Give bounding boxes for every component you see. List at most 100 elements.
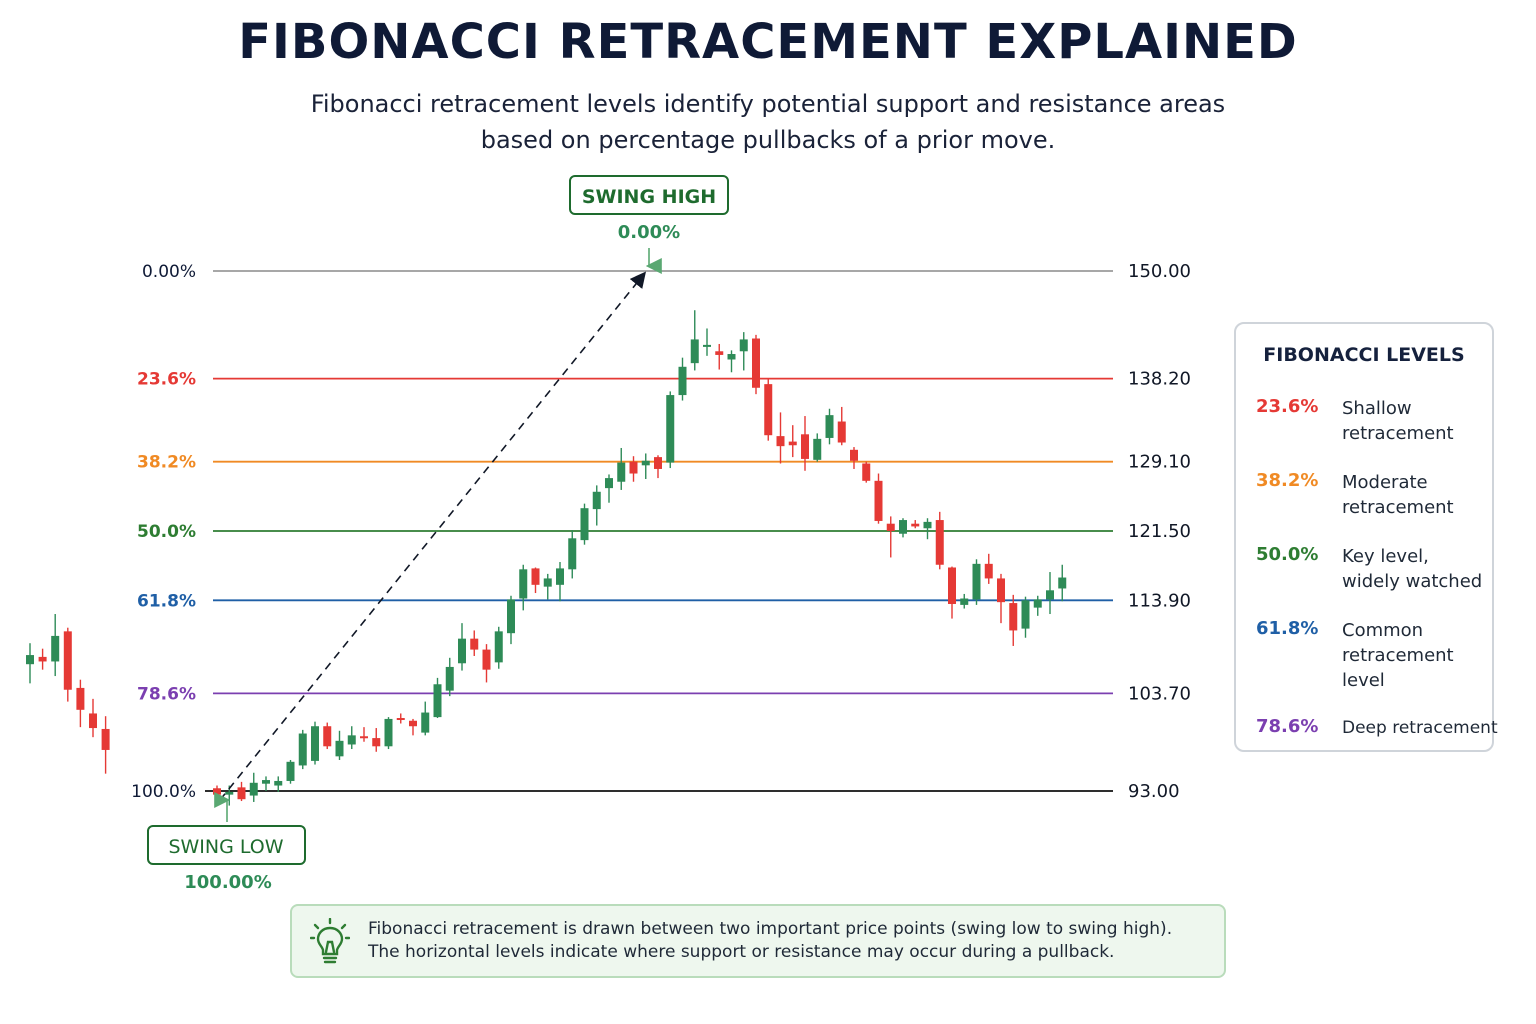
candle [51,614,60,677]
candle [76,679,85,728]
candle [298,729,307,770]
candle-body [470,638,479,650]
candle [323,722,332,750]
candle-body [629,461,638,474]
fib-level-pct-label: 38.2% [137,453,196,473]
candle-body [458,638,466,664]
candle [347,726,356,750]
candle-body [568,538,577,570]
legend-item-pct: 61.8% [1256,618,1319,639]
swing-high-box [569,175,729,215]
candle-body [580,508,589,541]
candle [629,456,638,482]
candle-body [850,449,858,461]
candle-body [249,782,258,796]
candle-body [38,656,47,662]
candle [1058,564,1067,602]
candle-body [739,339,748,352]
candle-body [948,567,956,604]
candle-body [923,521,932,529]
candle [715,343,724,370]
candle [948,566,956,619]
candle [605,474,613,503]
legend-item-desc: Moderate retracement [1342,472,1454,518]
candle-body [396,718,405,721]
candle-body [886,523,895,531]
candle [286,759,295,784]
candle [1021,596,1030,638]
candle-body [63,631,72,690]
candle [38,648,47,670]
legend-item-desc: Shallow retracement [1342,398,1454,444]
candle [690,310,699,371]
candle [825,408,834,445]
candle-body [1046,590,1054,600]
candle [1046,572,1054,615]
candle [654,455,662,479]
candle [801,416,809,471]
candle [274,776,283,792]
candle [458,623,466,671]
candle-body [1009,603,1018,631]
subtitle-line-1: Fibonacci retracement levels identify po… [310,90,1226,118]
candle-body [911,523,920,527]
candle-body [862,463,871,481]
candle [568,530,577,579]
candle [1033,595,1042,616]
candle-body [1033,599,1042,608]
swing-low-box [147,825,306,865]
candle [788,425,797,458]
candle-body [592,491,601,510]
legend-item-pct: 38.2% [1256,470,1319,491]
candle-body [837,421,846,443]
candle-body [76,687,85,710]
candle-body [678,366,687,396]
legend-item-pct: 23.6% [1256,396,1319,417]
fib-level-pct-label: 100.0% [131,782,196,802]
candle [101,716,110,774]
fib-level-price-label: 138.20 [1128,369,1191,390]
candle-body [213,788,221,795]
lead-in-candles-layer [26,614,110,774]
candle [360,727,368,742]
candle-body [752,338,760,388]
candle-body [813,438,822,460]
candle [311,721,319,765]
candle [409,718,417,736]
fib-level-price-label: 113.90 [1128,590,1191,611]
candle-body [788,441,797,446]
candle-body [274,780,283,786]
candle [482,644,491,683]
candle [445,657,454,697]
candle-body [51,635,60,662]
candle [63,627,72,702]
legend-item-desc: Deep retracement [1342,718,1498,738]
candle-body [26,655,34,665]
fibonacci-levels-legend: FIBONACCI LEVELS 23.6% Shallow retraceme… [1234,322,1498,752]
candle-body [972,563,981,600]
candle [935,511,944,570]
swing-low-pct: 100.00% [184,872,272,893]
candle [678,357,687,401]
candle [421,701,430,736]
candle-body [556,568,564,585]
page-subtitle: Fibonacci retracement levels identify po… [268,86,1268,158]
candle [972,559,981,605]
fib-level-price-label: 103.70 [1128,683,1191,704]
candle-body [531,568,540,585]
candle [899,518,907,538]
candle-body [372,738,381,747]
candle-body [347,735,356,745]
swing-trend-arrow [219,271,647,801]
candle-body [237,787,246,800]
fib-level-price-label: 121.50 [1128,521,1191,542]
candle-body [323,726,332,747]
candle-body [286,761,295,781]
lightbulb-icon [310,918,350,964]
fib-level-price-label: 129.10 [1128,452,1191,473]
candle [850,447,858,469]
candle-body [494,631,503,663]
candle [237,781,246,802]
candle-body [225,791,234,795]
